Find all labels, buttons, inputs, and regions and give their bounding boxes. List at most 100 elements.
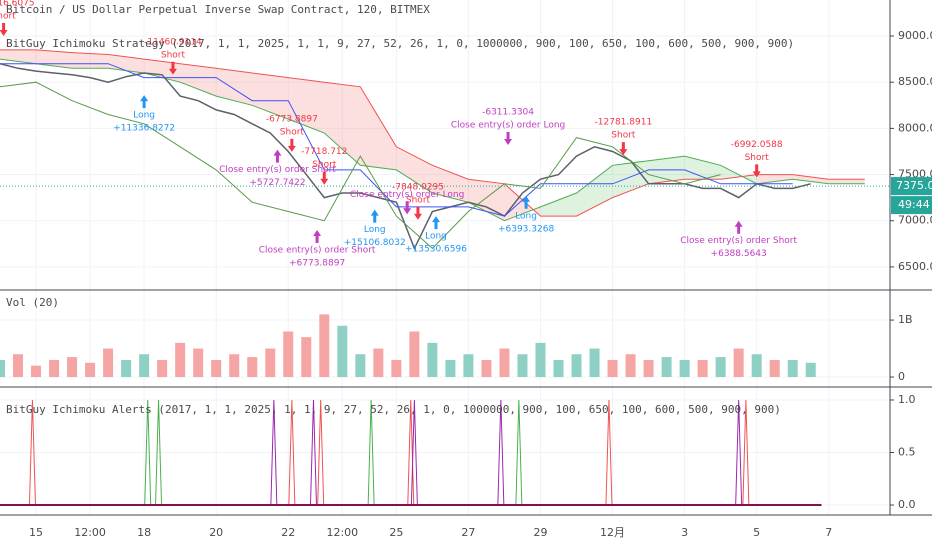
- x-tick-label: 20: [209, 526, 223, 539]
- alert-spike: [288, 399, 296, 506]
- last-price-label: 7375.0: [896, 179, 932, 192]
- signal-label: Close entry(s) order Short: [680, 236, 797, 246]
- alert-spike: [497, 399, 505, 506]
- signal-amount: +13530.6596: [405, 245, 467, 255]
- x-tick-label: 18: [137, 526, 151, 539]
- alert-spike: [270, 399, 278, 506]
- volume-bar: [175, 342, 186, 378]
- cloud-segment: [144, 59, 181, 83]
- volume-bar: [355, 354, 366, 378]
- volume-bar: [805, 362, 816, 378]
- plot: Short +12316.6075 Short -11460.9114 Long +113…: [0, 0, 890, 506]
- volume-bar: [787, 359, 798, 378]
- y-tick-label: 9000.0: [898, 29, 932, 42]
- signal-label: Close entry(s) order Short: [259, 245, 376, 255]
- countdown-label: 49:44: [898, 198, 930, 211]
- y-tick-label: 8000.0: [898, 121, 932, 134]
- cloud-segment: [540, 193, 577, 217]
- signal-arrow: [313, 229, 322, 243]
- volume-bar: [247, 357, 258, 378]
- x-tick-label: 3: [681, 526, 688, 539]
- signal-label: Close entry(s) order Short: [219, 165, 336, 175]
- cloud-segment: [216, 68, 253, 106]
- signal-arrow: [403, 201, 412, 215]
- signal-label: Long: [515, 211, 537, 221]
- volume-bar: [229, 354, 240, 378]
- volume-bar: [211, 359, 222, 378]
- volume-bar: [301, 337, 312, 378]
- x-tick-label: 27: [461, 526, 475, 539]
- volume-bar: [193, 348, 204, 378]
- volume-bar: [769, 359, 780, 378]
- volume-bar: [715, 357, 726, 378]
- alert-spike: [742, 399, 750, 506]
- volume-bar: [499, 348, 510, 378]
- volume-bar: [625, 354, 636, 378]
- x-tick-label: 15: [29, 526, 43, 539]
- signal-amount: +6388.5643: [711, 249, 767, 259]
- cloud-segment: [504, 183, 541, 221]
- signal-label: Short: [161, 50, 186, 60]
- x-tick-label: 22: [281, 526, 295, 539]
- volume-bar: [427, 342, 438, 378]
- volume-bar: [0, 359, 5, 378]
- cloud-segment: [252, 72, 289, 120]
- signal-amount: +5727.7422: [249, 178, 305, 188]
- volume-bar: [751, 354, 762, 378]
- price-line: [0, 62, 811, 251]
- signal-arrow: [619, 142, 628, 156]
- countdown-box: [891, 196, 932, 215]
- alert-spike: [144, 399, 152, 506]
- volume-title: Vol (20): [6, 296, 59, 309]
- alert-spike: [309, 399, 317, 506]
- volume-bar: [49, 359, 60, 378]
- y-tick-label: 6500.0: [898, 260, 932, 273]
- x-tick-label: 12月: [600, 526, 625, 539]
- signal-amount: -6773.8897: [266, 114, 318, 124]
- alert-spike: [735, 399, 743, 506]
- signal-arrow: [431, 216, 440, 230]
- signal-amount: -6992.0588: [731, 140, 783, 150]
- cloud-segment: [576, 165, 613, 217]
- volume-bar: [733, 348, 744, 378]
- signal-arrow: [370, 209, 379, 223]
- signal-arrow: [273, 149, 282, 163]
- indicator-line: [0, 63, 793, 217]
- signal-label: Long: [364, 225, 386, 235]
- volume-bar: [481, 359, 492, 378]
- x-tick-label: 5: [753, 526, 760, 539]
- cloud-segment: [756, 174, 793, 184]
- signal-arrow: [168, 61, 177, 75]
- x-tick-label: 7: [825, 526, 832, 539]
- volume-bar: [31, 365, 42, 378]
- cloud-segment: [72, 52, 109, 69]
- signal-amount: -12781.8911: [595, 118, 653, 128]
- volume-bar: [409, 331, 420, 378]
- signal-amount: -7848.0295: [392, 182, 444, 192]
- indicator-line: [0, 81, 721, 250]
- signal-label: Short: [406, 195, 431, 205]
- signal-amount: -6311.3304: [482, 108, 534, 118]
- cloud-segment: [324, 82, 361, 166]
- volume-bar: [607, 359, 618, 378]
- volume-bar: [157, 359, 168, 378]
- y-tick-label: 1B: [898, 313, 913, 326]
- cloud-segment: [828, 179, 865, 184]
- cloud-segment: [396, 146, 433, 194]
- alert-spike: [367, 399, 375, 506]
- cloud-segment: [360, 86, 397, 170]
- x-tick-label: 12:00: [74, 526, 106, 539]
- volume-bar: [643, 359, 654, 378]
- signal-amount: -11460.9114: [144, 37, 202, 47]
- x-tick-label: 25: [389, 526, 403, 539]
- signal-arrow: [504, 132, 513, 145]
- volume-bar: [445, 359, 456, 378]
- cloud-segment: [612, 160, 649, 198]
- signal-label: Long: [133, 111, 155, 121]
- signal-label: Short: [312, 160, 337, 170]
- alert-spike: [605, 399, 613, 506]
- signal-arrow: [752, 164, 761, 178]
- cloud-segment: [468, 179, 505, 221]
- volume-bar: [517, 354, 528, 378]
